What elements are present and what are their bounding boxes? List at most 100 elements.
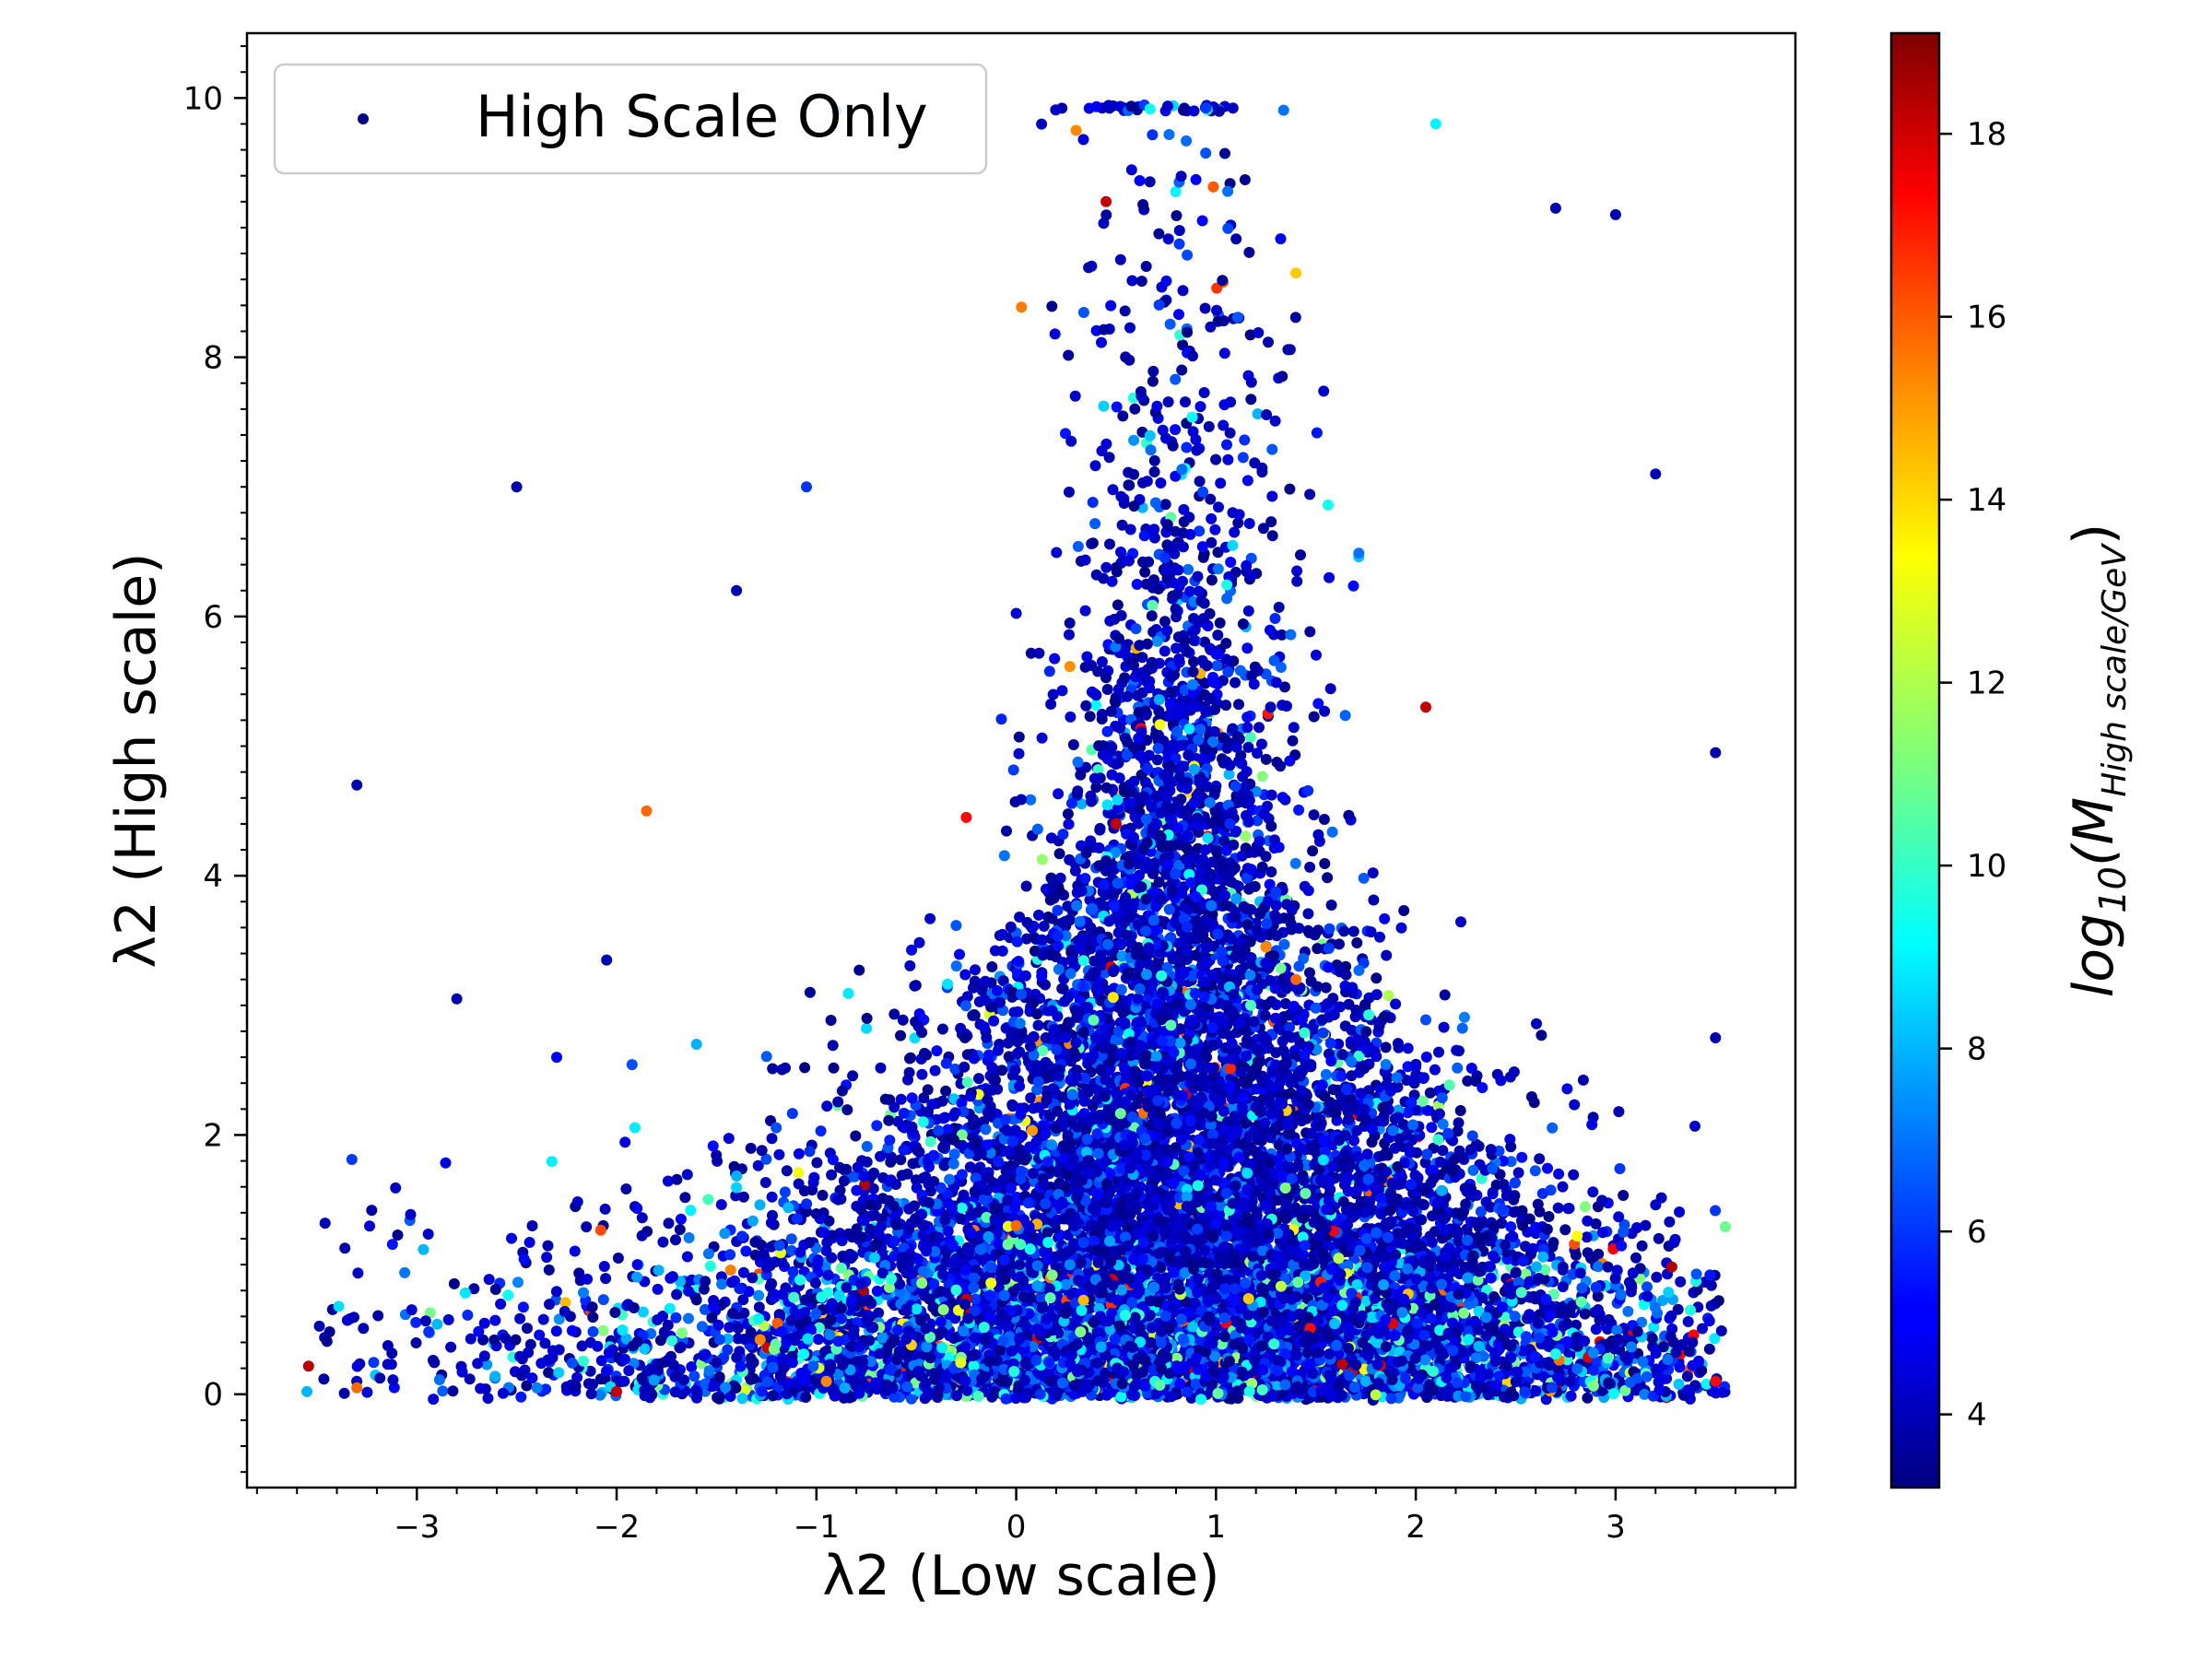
scatter-point — [1308, 711, 1320, 723]
scatter-point — [1382, 990, 1394, 1002]
scatter-point — [1214, 617, 1226, 629]
scatter-point — [1194, 401, 1206, 413]
scatter-point — [1212, 629, 1224, 641]
scatter-point — [1276, 629, 1288, 641]
scatter-point — [597, 1324, 609, 1336]
scatter-point — [1371, 1051, 1382, 1063]
scatter-point — [1245, 394, 1257, 406]
scatter-point — [1219, 147, 1230, 159]
scatter-point — [997, 975, 1009, 987]
scatter-point — [1206, 512, 1218, 524]
scatter-point — [1013, 731, 1025, 743]
scatter-point — [1256, 771, 1268, 782]
scatter-point — [875, 1062, 887, 1074]
scatter-point — [825, 1015, 837, 1026]
scatter-point — [1239, 434, 1251, 446]
scatter-point — [754, 1199, 766, 1211]
scatter-point — [1110, 847, 1121, 859]
scatter-point — [1224, 427, 1236, 439]
scatter-point — [1010, 607, 1022, 619]
scatter-point — [1002, 1037, 1014, 1049]
scatter-point — [1569, 1099, 1581, 1111]
scatter-point — [1476, 1172, 1488, 1184]
scatter-point — [399, 1266, 411, 1278]
scatter-point — [1100, 209, 1112, 221]
scatter-point — [1547, 1122, 1559, 1134]
scatter-point — [895, 1154, 907, 1166]
scatter-point — [1419, 1157, 1431, 1169]
scatter-point — [1582, 1392, 1594, 1404]
scatter-point — [1153, 877, 1165, 888]
scatter-point — [1674, 1361, 1686, 1373]
scatter-point — [1187, 665, 1199, 677]
scatter-point — [1529, 1165, 1541, 1177]
scatter-point — [836, 1085, 848, 1097]
scatter-point — [1710, 1205, 1722, 1217]
scatter-point — [1182, 563, 1194, 575]
scatter-point — [737, 1294, 749, 1306]
scatter-point — [1170, 373, 1182, 385]
scatter-point — [906, 1092, 918, 1104]
scatter-point — [1139, 566, 1151, 578]
scatter-point — [1651, 1271, 1663, 1283]
scatter-point — [1084, 894, 1096, 906]
scatter-point — [1318, 814, 1330, 825]
scatter-point — [1124, 524, 1136, 535]
scatter-point — [1181, 135, 1193, 147]
scatter-point — [637, 1306, 649, 1318]
scatter-point — [543, 1367, 555, 1379]
scatter-point — [1304, 626, 1316, 638]
scatter-point — [1205, 493, 1217, 505]
scatter-point — [1485, 1272, 1497, 1284]
scatter-point — [1237, 452, 1249, 464]
scatter-point — [1025, 1092, 1037, 1104]
scatter-point — [1252, 815, 1264, 827]
scatter-point — [909, 980, 921, 992]
scatter-point — [861, 1022, 873, 1034]
scatter-point — [1577, 1074, 1589, 1086]
scatter-point — [1225, 557, 1237, 568]
scatter-point — [1090, 700, 1101, 711]
scatter-point — [1540, 1394, 1552, 1406]
scatter-point — [410, 1337, 422, 1348]
scatter-point — [906, 944, 918, 956]
scatter-point — [1013, 747, 1025, 759]
scatter-point — [1312, 829, 1324, 841]
scatter-point — [1244, 732, 1256, 743]
scatter-point — [1339, 710, 1351, 722]
scatter-point — [1137, 199, 1149, 210]
scatter-point — [1559, 1224, 1571, 1236]
scatter-point — [675, 1213, 687, 1225]
scatter-point — [1101, 725, 1113, 737]
scatter-point — [1094, 822, 1106, 834]
scatter-point — [1230, 677, 1241, 688]
scatter-point — [1697, 1323, 1708, 1335]
scatter-point — [1145, 444, 1157, 456]
scatter-point — [1433, 1046, 1444, 1058]
scatter-point — [793, 1167, 805, 1179]
scatter-point — [1302, 908, 1314, 920]
scatter-point — [1157, 424, 1169, 436]
scatter-point — [1293, 804, 1305, 816]
scatter-point — [1221, 439, 1232, 451]
scatter-point — [1308, 809, 1320, 821]
scatter-point — [1163, 129, 1175, 140]
scatter-point — [683, 1232, 695, 1243]
scatter-point — [1263, 336, 1274, 348]
scatter-point — [1106, 769, 1118, 781]
scatter-point — [1116, 519, 1128, 531]
scatter-point — [1505, 1221, 1517, 1232]
scatter-point — [1056, 685, 1068, 697]
scatter-point — [1056, 982, 1068, 994]
scatter-point — [1709, 1333, 1721, 1345]
scatter-point — [1016, 794, 1028, 806]
scatter-point — [1084, 711, 1096, 723]
scatter-point — [1053, 848, 1065, 860]
scatter-point — [517, 1301, 529, 1313]
scatter-point — [1266, 443, 1278, 455]
scatter-point — [1462, 1075, 1474, 1087]
scatter-point — [1371, 972, 1382, 984]
scatter-point — [1311, 649, 1322, 661]
scatter-point — [1217, 275, 1229, 287]
